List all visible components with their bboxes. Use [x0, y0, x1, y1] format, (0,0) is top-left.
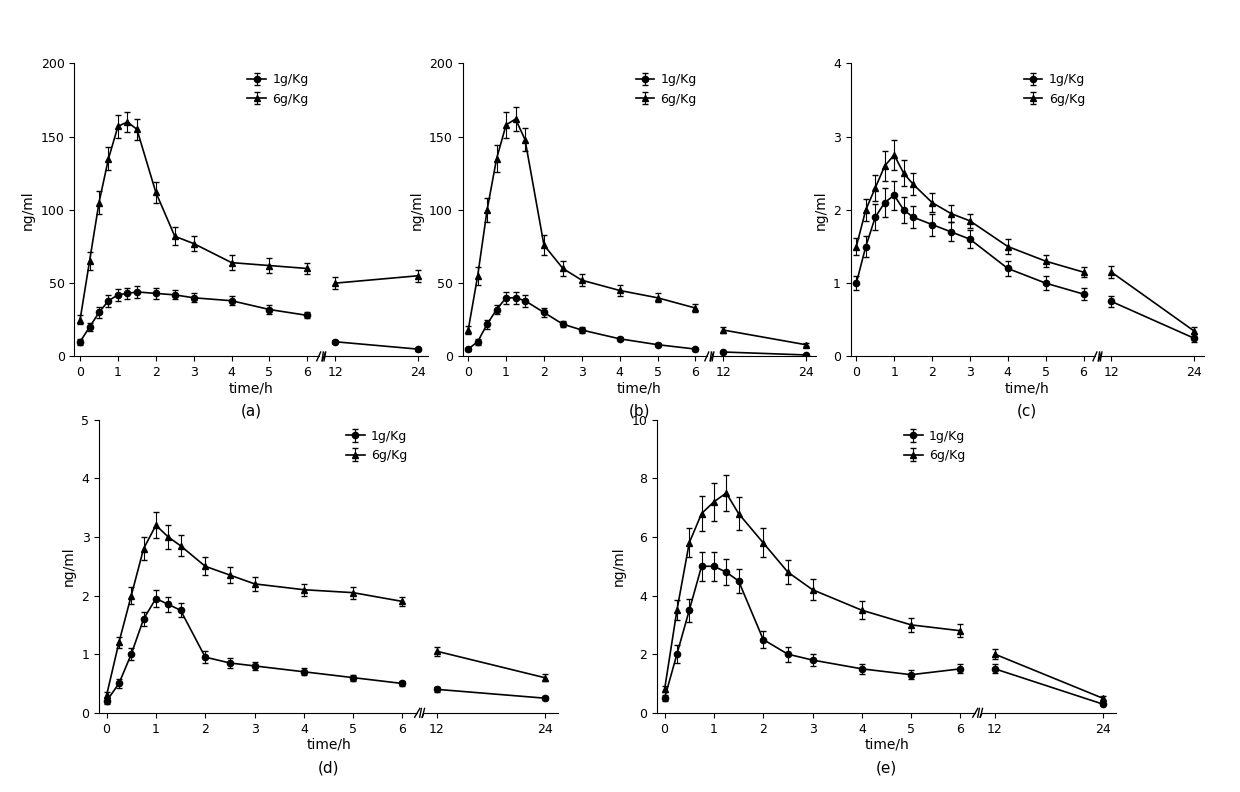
Y-axis label: ng/ml: ng/ml: [62, 546, 76, 586]
Text: (a): (a): [241, 404, 262, 419]
Legend: 1g/Kg, 6g/Kg: 1g/Kg, 6g/Kg: [900, 426, 968, 466]
Y-axis label: ng/ml: ng/ml: [613, 546, 626, 586]
Text: time/h: time/h: [616, 381, 662, 395]
Text: time/h: time/h: [228, 381, 274, 395]
Legend: 1g/Kg, 6g/Kg: 1g/Kg, 6g/Kg: [244, 70, 312, 109]
Text: (c): (c): [1017, 404, 1038, 419]
Y-axis label: ng/ml: ng/ml: [21, 190, 35, 230]
Text: time/h: time/h: [1004, 381, 1050, 395]
Legend: 1g/Kg, 6g/Kg: 1g/Kg, 6g/Kg: [342, 426, 410, 466]
Text: (b): (b): [629, 404, 650, 419]
Text: time/h: time/h: [864, 737, 909, 752]
Y-axis label: ng/ml: ng/ml: [409, 190, 423, 230]
Legend: 1g/Kg, 6g/Kg: 1g/Kg, 6g/Kg: [632, 70, 701, 109]
Y-axis label: ng/ml: ng/ml: [813, 190, 827, 230]
Text: (d): (d): [317, 760, 340, 775]
Text: (e): (e): [875, 760, 898, 775]
Legend: 1g/Kg, 6g/Kg: 1g/Kg, 6g/Kg: [1021, 70, 1089, 109]
Text: time/h: time/h: [306, 737, 351, 752]
